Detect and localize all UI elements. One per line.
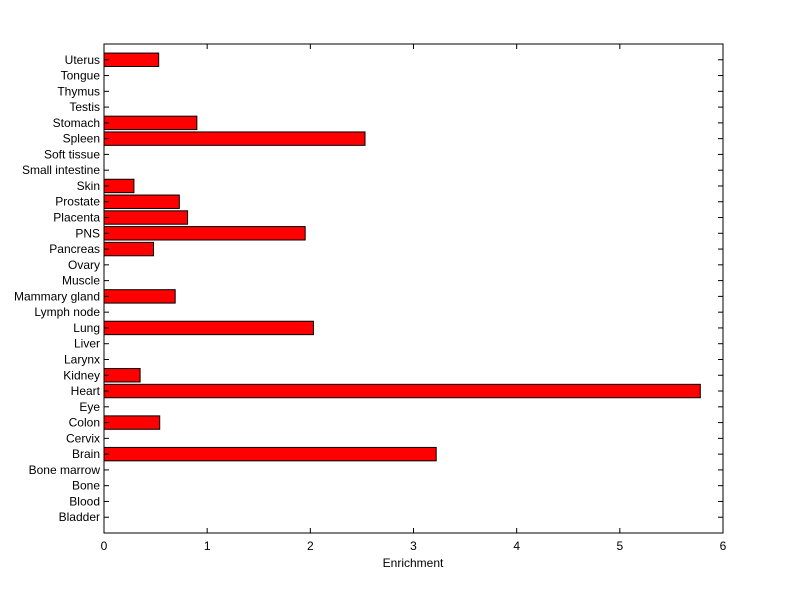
x-axis-label: Enrichment: [383, 556, 444, 570]
y-tick-label: Ovary: [68, 258, 100, 272]
x-tick-label: 2: [307, 539, 314, 553]
x-tick-label: 3: [410, 539, 417, 553]
y-tick-label: Soft tissue: [44, 147, 100, 161]
y-tick-label: Placenta: [53, 211, 100, 225]
y-tick-label: Prostate: [55, 195, 100, 209]
bar-mammary-gland: [103, 289, 176, 304]
bar-prostate: [103, 194, 180, 209]
y-tick-label: Mammary gland: [14, 289, 100, 303]
y-tick-label: Brain: [72, 447, 100, 461]
y-tick-label: Larynx: [64, 352, 100, 366]
y-tick-label: Eye: [79, 400, 100, 414]
y-tick-label: Uterus: [65, 53, 100, 67]
y-tick-label: Small intestine: [22, 163, 100, 177]
y-tick-label: Lymph node: [34, 305, 100, 319]
x-tick-label: 0: [101, 539, 108, 553]
y-tick-label: Bone marrow: [29, 463, 101, 477]
y-tick-label: Lung: [73, 321, 100, 335]
x-tick-label: 6: [720, 539, 727, 553]
bar-brain: [103, 446, 437, 462]
y-tick-label: Testis: [69, 100, 100, 114]
bar-lung: [103, 320, 314, 336]
bar-kidney: [103, 368, 141, 383]
y-tick-label: Kidney: [63, 368, 100, 382]
bar-pns: [103, 226, 306, 241]
x-tick-label: 4: [513, 539, 520, 553]
y-tick-label: Pancreas: [49, 242, 100, 256]
plot-frame: [103, 43, 724, 534]
y-tick-label: Thymus: [57, 84, 100, 98]
bar-heart: [103, 383, 701, 399]
y-tick-label: Liver: [74, 337, 100, 351]
y-tick-label: Blood: [69, 494, 100, 508]
y-tick-label: Heart: [71, 384, 101, 398]
y-tick-label: Bone: [72, 479, 100, 493]
x-tick-label: 5: [616, 539, 623, 553]
bar-spleen: [103, 131, 366, 146]
y-tick-label: Muscle: [62, 274, 100, 288]
bar-pancreas: [103, 241, 155, 257]
y-tick-label: Bladder: [59, 510, 100, 524]
y-tick-label: Spleen: [63, 132, 100, 146]
y-tick-label: Tongue: [61, 69, 101, 83]
x-tick-label: 1: [204, 539, 211, 553]
y-tick-label: Cervix: [66, 431, 100, 445]
bar-placenta: [103, 210, 189, 225]
y-tick-label: Skin: [77, 179, 100, 193]
bar-stomach: [103, 115, 198, 131]
y-tick-label: Stomach: [53, 116, 100, 130]
bar-uterus: [103, 52, 160, 67]
y-tick-label: Colon: [69, 416, 100, 430]
bar-colon: [103, 415, 161, 430]
y-tick-label: PNS: [75, 226, 100, 240]
